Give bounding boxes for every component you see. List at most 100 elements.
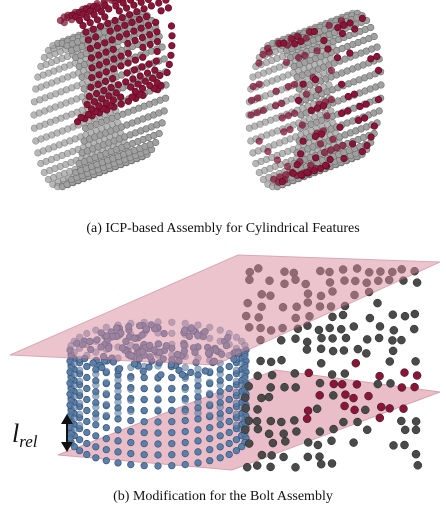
- point: [355, 117, 362, 124]
- point: [76, 378, 83, 385]
- point: [169, 462, 176, 469]
- point: [108, 84, 115, 91]
- point: [285, 112, 292, 119]
- point: [281, 383, 289, 391]
- point: [128, 375, 135, 382]
- point: [125, 60, 132, 67]
- point: [292, 463, 300, 471]
- point: [158, 372, 165, 379]
- point: [339, 418, 347, 426]
- point: [182, 386, 189, 393]
- point: [118, 63, 125, 70]
- point: [313, 405, 321, 413]
- point: [155, 407, 162, 414]
- point: [366, 314, 374, 322]
- point: [291, 41, 298, 48]
- point: [84, 407, 91, 414]
- point: [116, 365, 123, 372]
- point: [182, 417, 189, 424]
- point: [269, 439, 277, 447]
- point: [217, 455, 224, 462]
- point: [242, 375, 249, 382]
- point: [329, 391, 337, 399]
- point: [163, 0, 170, 3]
- point: [359, 148, 366, 155]
- point: [359, 15, 366, 22]
- point: [115, 438, 122, 445]
- point: [257, 394, 265, 402]
- point: [153, 58, 160, 65]
- point: [112, 17, 119, 24]
- point: [338, 110, 345, 117]
- point: [113, 90, 120, 97]
- point: [304, 169, 311, 176]
- point: [93, 444, 100, 451]
- point: [103, 424, 110, 431]
- point: [129, 19, 136, 26]
- point: [169, 407, 176, 414]
- point: [84, 429, 91, 436]
- point: [375, 67, 382, 74]
- point: [281, 437, 289, 445]
- point: [315, 326, 323, 334]
- point: [401, 441, 409, 449]
- point: [93, 90, 100, 97]
- point: [361, 406, 369, 414]
- point: [148, 3, 155, 10]
- point: [144, 70, 151, 77]
- point: [242, 404, 250, 412]
- point: [350, 439, 358, 447]
- point: [86, 93, 93, 100]
- point: [344, 108, 351, 115]
- point: [316, 391, 324, 399]
- point: [226, 385, 233, 392]
- point: [241, 426, 249, 434]
- point: [317, 460, 325, 468]
- point: [268, 451, 276, 459]
- point: [103, 59, 110, 66]
- point: [371, 33, 378, 40]
- point: [109, 37, 116, 44]
- point: [162, 95, 169, 102]
- point: [337, 124, 344, 131]
- point: [161, 108, 168, 115]
- point: [318, 131, 325, 138]
- point: [300, 138, 307, 145]
- point: [371, 123, 378, 130]
- point: [378, 82, 385, 89]
- point: [311, 168, 318, 175]
- point: [93, 371, 100, 378]
- point: [76, 400, 83, 407]
- point: [298, 38, 305, 45]
- point: [119, 14, 126, 21]
- point: [326, 22, 333, 29]
- point: [361, 115, 368, 122]
- point: [132, 57, 139, 64]
- point: [341, 155, 348, 162]
- point: [254, 425, 262, 433]
- point: [130, 76, 137, 83]
- point: [280, 453, 288, 461]
- point: [115, 399, 122, 406]
- point: [115, 81, 122, 88]
- point: [295, 54, 302, 61]
- point: [157, 72, 164, 79]
- point: [155, 430, 162, 437]
- point: [304, 407, 312, 415]
- point: [139, 54, 146, 61]
- point: [125, 50, 132, 57]
- point: [85, 37, 92, 44]
- point: [182, 439, 189, 446]
- point: [345, 93, 352, 100]
- point: [329, 313, 337, 321]
- point: [342, 334, 350, 342]
- point: [389, 311, 397, 319]
- point: [102, 14, 109, 21]
- point: [195, 460, 202, 467]
- point: [146, 31, 153, 38]
- point: [265, 430, 273, 438]
- point: [195, 438, 202, 445]
- point: [115, 388, 122, 395]
- point: [281, 129, 288, 136]
- point: [96, 72, 103, 79]
